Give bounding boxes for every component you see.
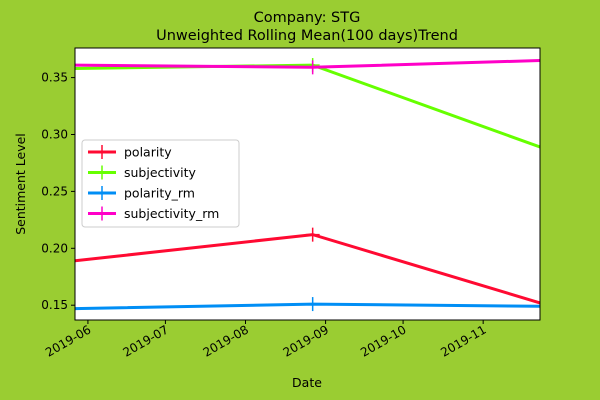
y-axis-label: Sentiment Level — [13, 133, 28, 235]
x-tick-label: 2019-08 — [201, 322, 251, 359]
y-tick-label: 0.35 — [41, 71, 68, 85]
legend-entry-subjectivity_rm: subjectivity_rm — [88, 206, 219, 221]
y-tick-label: 0.20 — [41, 241, 68, 255]
data-point-polarity_rm — [305, 297, 320, 312]
legend-label: subjectivity — [124, 165, 197, 180]
legend-label: polarity — [124, 145, 172, 160]
y-tick-label: 0.30 — [41, 127, 68, 141]
x-axis-label: Date — [292, 375, 322, 390]
chart-subtitle: Unweighted Rolling Mean(100 days)Trend — [156, 28, 458, 44]
data-point-polarity — [305, 227, 320, 242]
x-tick-label: 2019-07 — [120, 322, 170, 359]
x-tick-label: 2019-06 — [43, 322, 93, 359]
series-layer — [75, 58, 540, 312]
legend-entry-polarity_rm: polarity_rm — [88, 186, 195, 201]
legend-entry-polarity: polarity — [88, 145, 172, 160]
x-tick-label: 2019-09 — [281, 322, 331, 359]
legend-label: polarity_rm — [124, 186, 195, 201]
legend: polarity subjectivity polarity_rm subjectiv… — [81, 139, 240, 228]
x-tick-label: 2019-10 — [358, 322, 408, 359]
chart-title: Company: STG — [254, 10, 361, 26]
legend-entry-subjectivity: subjectivity — [88, 165, 197, 180]
legend-label: subjectivity_rm — [124, 206, 219, 221]
legend-box — [81, 139, 240, 228]
y-tick-label: 0.15 — [41, 298, 68, 312]
y-tick-label: 0.25 — [41, 184, 68, 198]
x-tick-label: 2019-11 — [438, 322, 488, 359]
data-point-subjectivity_rm — [305, 60, 320, 75]
plot-frame — [74, 47, 541, 321]
